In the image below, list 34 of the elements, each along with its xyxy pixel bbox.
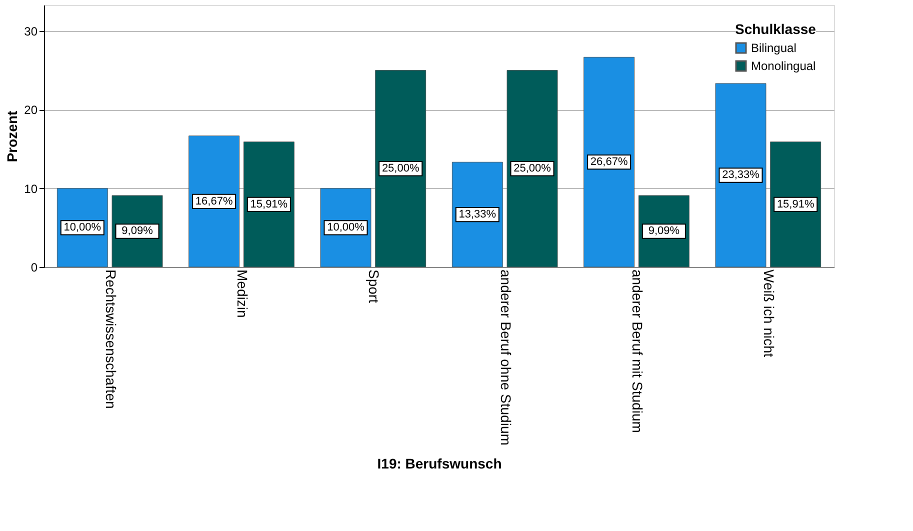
data-label: 9,09% (648, 225, 680, 238)
data-label: 25,00% (514, 162, 552, 175)
bar (506, 70, 558, 268)
data-label: 10,00% (327, 222, 365, 234)
bar (243, 142, 294, 268)
y-tick-label: 20 (24, 103, 38, 118)
x-tick-label: Medizin (234, 270, 250, 318)
data-label: 15,91% (250, 198, 288, 210)
legend-label: Monolingual (751, 59, 816, 73)
y-tick-label: 0 (30, 260, 38, 274)
data-label: 15,91% (776, 198, 814, 210)
data-label: 16,67% (195, 195, 233, 208)
bar (715, 83, 766, 268)
bar (188, 136, 240, 268)
legend-title: Schulklasse (735, 21, 816, 37)
data-label: 25,00% (382, 162, 420, 175)
data-label: 9,09% (122, 225, 154, 238)
y-tick-label: 30 (24, 24, 38, 38)
data-label: 26,67% (590, 156, 628, 168)
y-axis-title: Prozent (4, 110, 20, 162)
data-label: 23,33% (722, 169, 760, 182)
bar (770, 142, 822, 268)
x-tick-label: anderer Beruf mit Studium (630, 270, 646, 433)
y-tick-label: 10 (24, 182, 38, 196)
bar (584, 56, 635, 268)
data-label: 13,33% (458, 208, 496, 221)
x-tick-label: anderer Beruf ohne Studium (498, 270, 514, 446)
bar (375, 70, 426, 268)
x-tick-label: Weiß ich nicht (761, 270, 778, 358)
data-label: 10,00% (64, 222, 102, 234)
x-axis-title: I19: Berufswunsch (377, 455, 502, 472)
x-tick-label: Rechtswissenschaften (102, 270, 119, 409)
legend-label: Bilingual (751, 41, 796, 55)
x-tick-label: Sport (366, 270, 382, 304)
